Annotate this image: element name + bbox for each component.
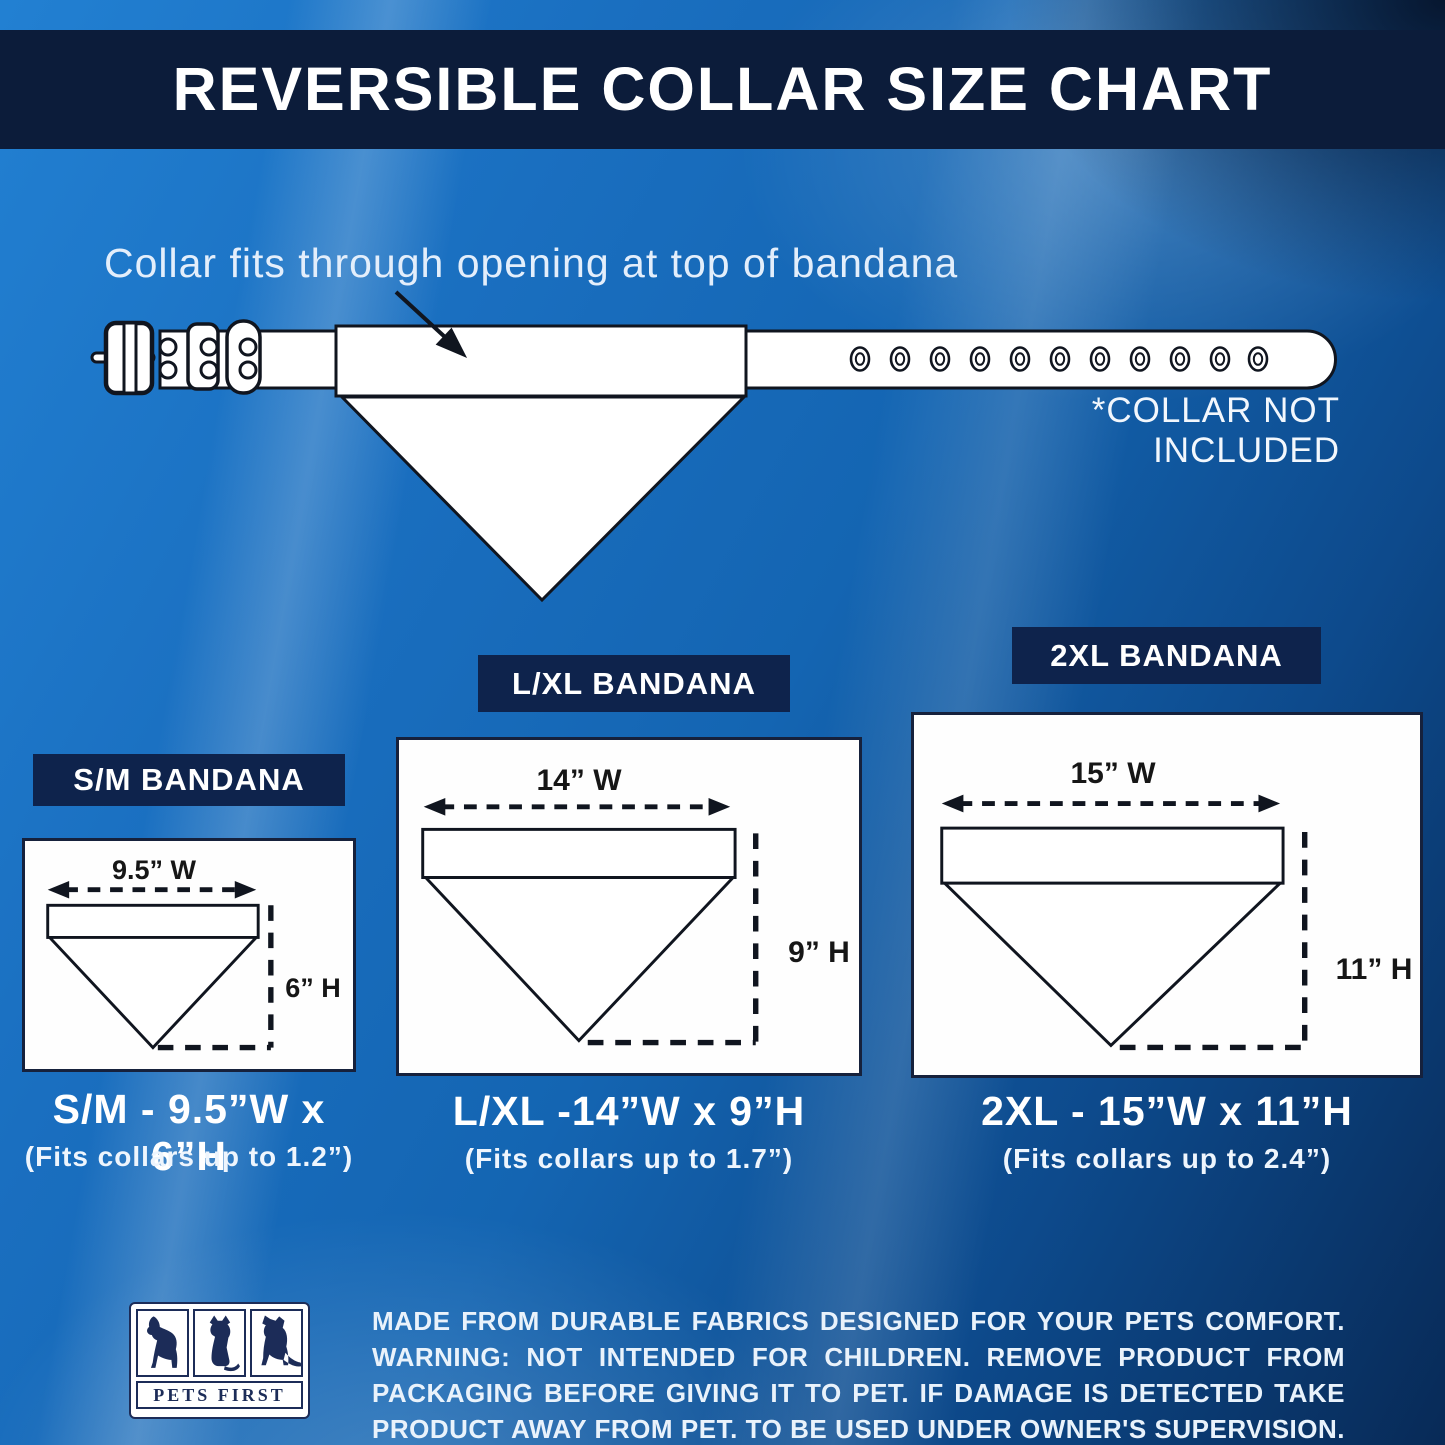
hero-caption: Collar fits through opening at top of ba… [104, 240, 959, 286]
width-arrowheads [423, 797, 731, 816]
bandana-loop [334, 324, 748, 398]
header-band [0, 30, 1445, 149]
width-dimension-lxl: 14” W [536, 764, 622, 797]
begging-dog-icon [193, 1309, 246, 1377]
warning-line: WARNING: NOT INTENDED FOR CHILDREN. REMO… [372, 1342, 1345, 1372]
bandana-triangle [338, 395, 748, 603]
size-label-lxl: L/XL BANDANA [478, 655, 790, 712]
warning-text: MADE FROM DURABLE FABRICS DESIGNED FOR Y… [372, 1303, 1345, 1445]
width-dimension-sm: 9.5” W [111, 855, 197, 885]
size-label-sm: S/M BANDANA [33, 754, 345, 806]
panel-2xl-diagram [940, 794, 1308, 1051]
height-dimension-2xl: 11” H [1335, 953, 1413, 986]
width-arrowheads [47, 880, 257, 899]
warning-line: PACKAGING BEFORE GIVING IT TO PET. IF DA… [372, 1378, 1345, 1408]
panel-2xl: 15” W 11” H [911, 712, 1423, 1078]
pets-first-logo: PETS FIRST [129, 1302, 310, 1419]
shepherd-dog-icon [250, 1309, 303, 1377]
pointer-arrow-icon [394, 290, 468, 358]
height-dimension-sm: 6” H [285, 973, 341, 1003]
height-dimension-lxl: 9” H [788, 936, 850, 969]
warning-line: MADE FROM DURABLE FABRICS DESIGNED FOR Y… [372, 1306, 1345, 1336]
collar-strap [158, 329, 1337, 390]
panel-sm: 9.5” W 6” H [22, 838, 356, 1072]
size-summary-sm: S/M - 9.5”W x 6”H [52, 1086, 326, 1179]
logo-wordmark: PETS FIRST [136, 1381, 303, 1409]
panel-sm-diagram [46, 880, 274, 1051]
logo-animal-boxes [136, 1309, 303, 1377]
collar-holes [849, 346, 1269, 372]
width-dimension-2xl: 15” W [1070, 757, 1156, 790]
page-title: REVERSIBLE COLLAR SIZE CHART [172, 55, 1273, 123]
buckle-holes [158, 337, 258, 380]
collar-not-included-note: *COLLAR NOT INCLUDED [1091, 391, 1340, 470]
warning-line: PRODUCT AWAY FROM PET. TO BE USED UNDER … [372, 1414, 1345, 1444]
sitting-dog-icon [136, 1309, 189, 1377]
panel-lxl-diagram [421, 797, 759, 1046]
fits-note-sm: (Fits collars up to 1.2”) [24, 1141, 354, 1172]
fits-note-lxl: (Fits collars up to 1.7”) [464, 1143, 794, 1174]
panel-lxl: 14” W 9” H [396, 737, 862, 1076]
size-summary-lxl: L/XL -14”W x 9”H [452, 1088, 806, 1134]
buckle-icon [90, 319, 262, 396]
width-arrowheads [941, 794, 1281, 813]
size-summary-2xl: 2XL - 15”W x 11”H [981, 1088, 1353, 1134]
fits-note-2xl: (Fits collars up to 2.4”) [1002, 1143, 1332, 1174]
size-label-2xl: 2XL BANDANA [1012, 627, 1321, 684]
